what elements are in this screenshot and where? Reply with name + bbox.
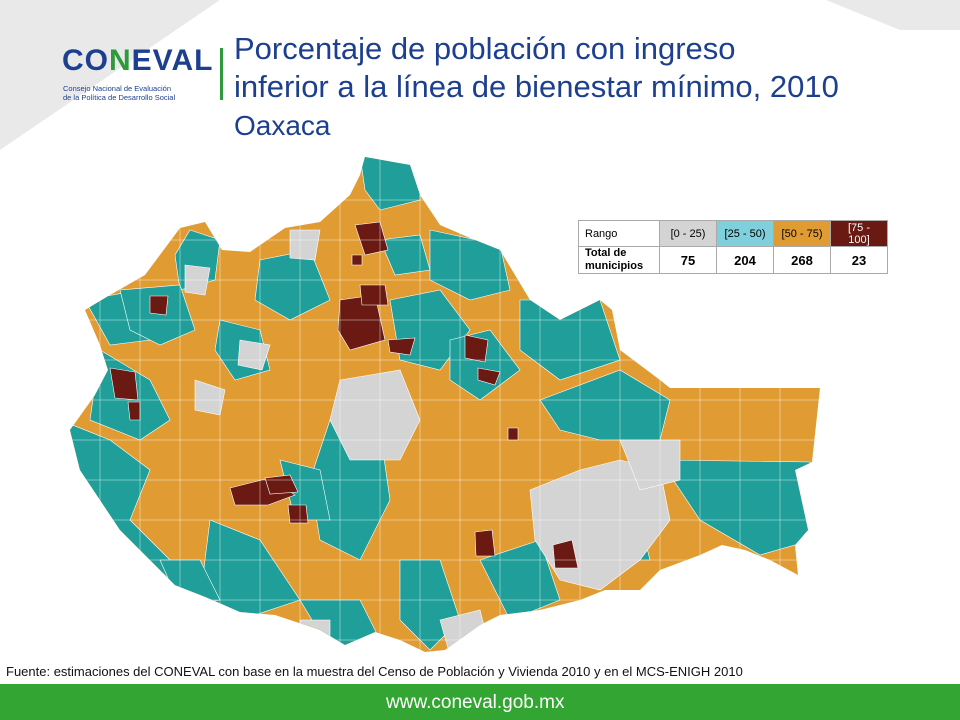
legend-range-0: [0 - 25): [659, 220, 717, 247]
legend-range-2: [50 - 75): [773, 220, 831, 247]
legend-table: Rango [0 - 25) [25 - 50) [50 - 75) [75 -…: [578, 220, 888, 274]
legend-count-2: 268: [773, 246, 831, 274]
page-subtitle: Oaxaca: [234, 110, 331, 141]
legend-count-3: 23: [830, 246, 888, 274]
header-divider: [220, 48, 223, 100]
page-title: Porcentaje de población con ingreso infe…: [234, 31, 839, 104]
source-note: Fuente: estimaciones del CONEVAL con bas…: [6, 664, 743, 679]
legend-row-range: Rango [0 - 25) [25 - 50) [50 - 75) [75 -…: [578, 220, 888, 247]
footer-bar: www.coneval.gob.mx: [0, 684, 960, 720]
logo-wordmark: CONEVAL: [62, 44, 214, 77]
logo-subtitle-line1: Consejo Nacional de Evaluación: [63, 84, 171, 93]
logo-subtitle-line2: de la Política de Desarrollo Social: [63, 93, 176, 102]
legend-range-1: [25 - 50): [716, 220, 774, 247]
footer-url-link[interactable]: www.coneval.gob.mx: [386, 692, 565, 713]
legend-count-0: 75: [659, 246, 717, 274]
coneval-logo: CONEVAL Consejo Nacional de Evaluación d…: [58, 44, 218, 106]
legend-total-label: Total de municipios: [578, 246, 660, 274]
legend-count-1: 204: [716, 246, 774, 274]
legend-row-totals: Total de municipios 75 204 268 23: [578, 246, 888, 274]
legend-range-3: [75 - 100]: [830, 220, 888, 247]
legend-range-label: Rango: [578, 220, 660, 247]
